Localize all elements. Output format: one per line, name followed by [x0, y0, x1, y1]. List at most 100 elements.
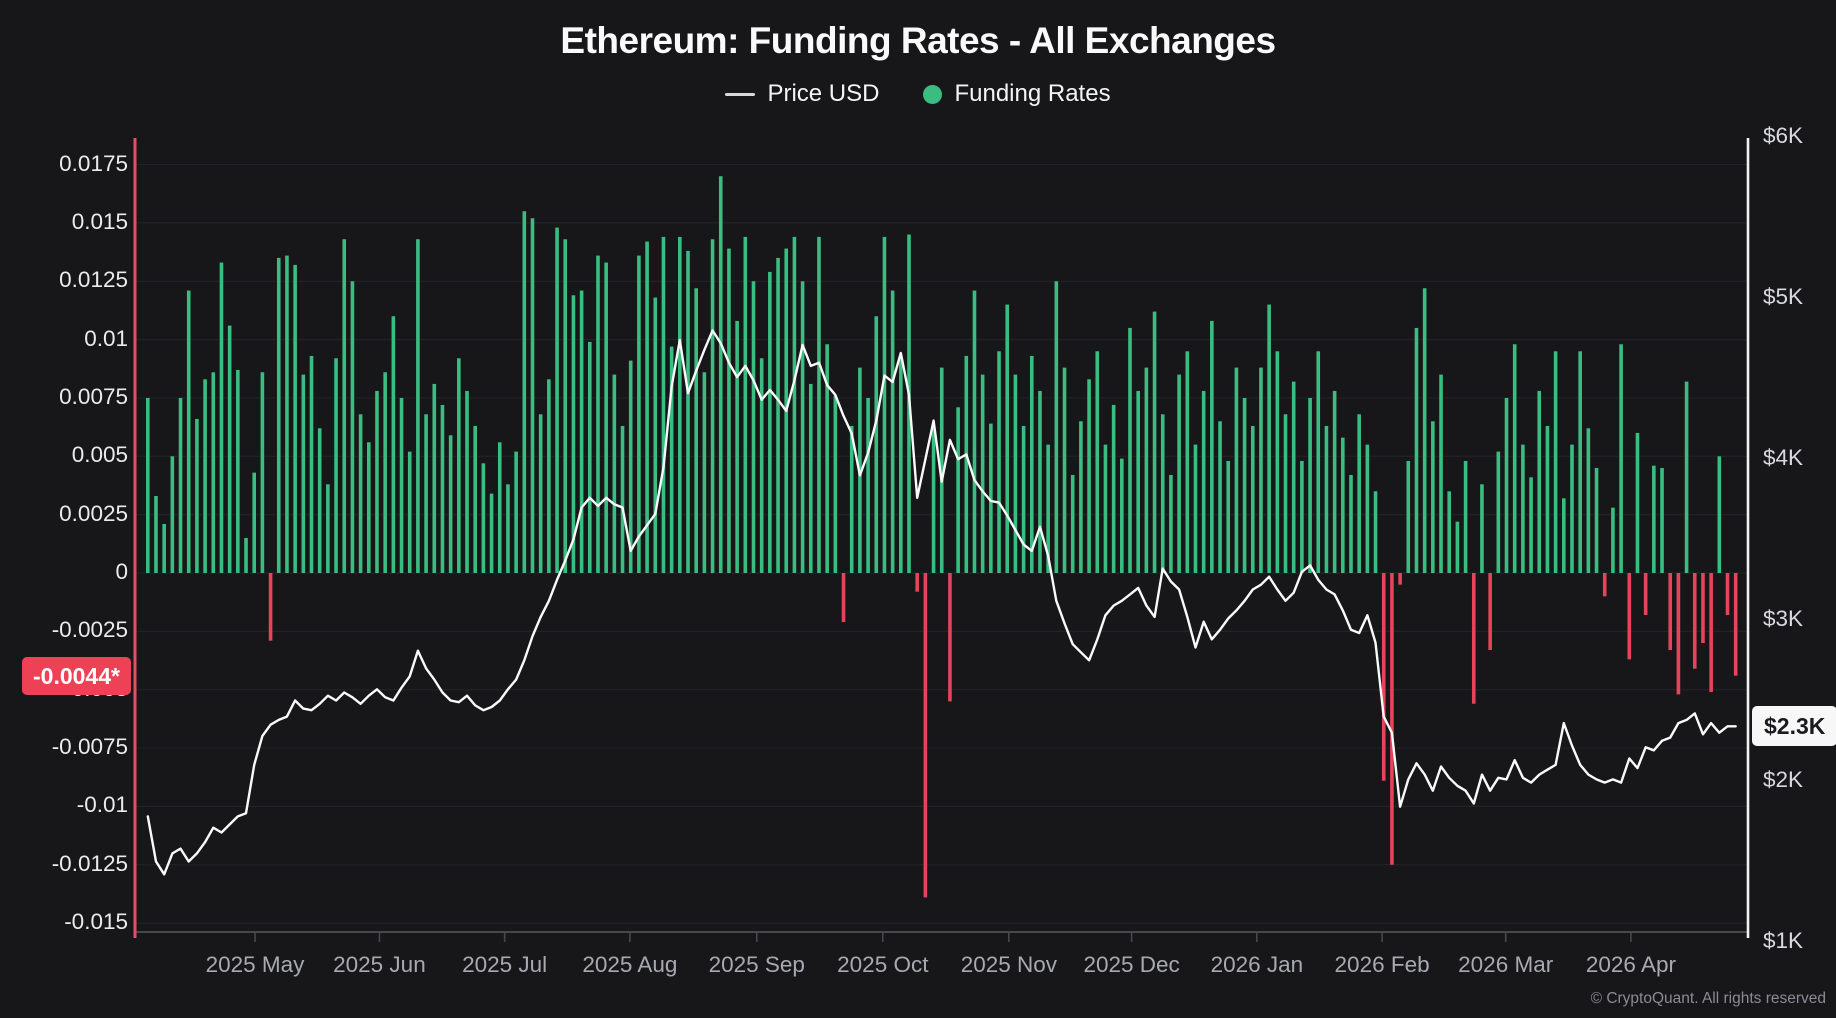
funding-bar-positive[interactable] — [1087, 379, 1091, 573]
funding-bar-positive[interactable] — [457, 358, 461, 573]
funding-bar-positive[interactable] — [1463, 460, 1468, 573]
funding-bar-positive[interactable] — [227, 325, 232, 573]
funding-bar-positive[interactable] — [1160, 414, 1165, 573]
funding-bar-positive[interactable] — [1128, 327, 1132, 573]
funding-bar-positive[interactable] — [1611, 507, 1615, 573]
funding-bar-negative[interactable] — [1488, 573, 1492, 651]
funding-bar-positive[interactable] — [1234, 367, 1239, 573]
funding-bar-positive[interactable] — [1300, 460, 1304, 573]
funding-bar-positive[interactable] — [399, 397, 404, 573]
funding-bar-positive[interactable] — [465, 390, 469, 573]
funding-bar-positive[interactable] — [497, 442, 502, 573]
funding-bar-positive[interactable] — [162, 523, 166, 573]
funding-bar-positive[interactable] — [1226, 460, 1231, 573]
funding-bar-positive[interactable] — [1201, 390, 1206, 573]
funding-bar-positive[interactable] — [1373, 491, 1378, 573]
funding-bar-positive[interactable] — [1259, 367, 1263, 573]
funding-bar-positive[interactable] — [800, 281, 805, 573]
funding-bar-positive[interactable] — [1562, 498, 1566, 573]
funding-bar-positive[interactable] — [424, 414, 428, 573]
funding-bar-positive[interactable] — [1652, 465, 1656, 573]
funding-bar-positive[interactable] — [727, 248, 731, 573]
funding-bar-positive[interactable] — [1218, 421, 1222, 573]
funding-bar-negative[interactable] — [1627, 573, 1632, 660]
funding-bar-positive[interactable] — [678, 236, 682, 574]
funding-bar-positive[interactable] — [1619, 344, 1623, 573]
funding-bar-positive[interactable] — [980, 374, 985, 573]
funding-bar-positive[interactable] — [1250, 425, 1255, 573]
funding-bar-positive[interactable] — [342, 239, 347, 573]
funding-bar-negative[interactable] — [1471, 573, 1476, 704]
funding-bar-negative[interactable] — [841, 573, 846, 623]
funding-bar-positive[interactable] — [989, 423, 993, 573]
funding-bar-positive[interactable] — [1070, 474, 1075, 573]
funding-bar-positive[interactable] — [309, 355, 314, 573]
funding-bar-positive[interactable] — [956, 407, 960, 573]
funding-bar-positive[interactable] — [579, 290, 584, 573]
funding-bar-positive[interactable] — [743, 236, 748, 574]
funding-bar-negative[interactable] — [1701, 573, 1705, 644]
funding-bar-positive[interactable] — [1095, 351, 1100, 573]
funding-bar-positive[interactable] — [825, 344, 829, 573]
funding-bar-positive[interactable] — [432, 383, 437, 573]
funding-bar-positive[interactable] — [1545, 425, 1550, 573]
funding-bar-positive[interactable] — [587, 341, 592, 573]
funding-bar-positive[interactable] — [407, 451, 412, 573]
funding-bar-negative[interactable] — [923, 573, 928, 898]
funding-bar-positive[interactable] — [661, 236, 666, 574]
funding-bar-positive[interactable] — [792, 236, 797, 574]
funding-bar-positive[interactable] — [358, 414, 363, 573]
funding-bar-positive[interactable] — [1521, 444, 1525, 573]
funding-bar-positive[interactable] — [489, 493, 494, 573]
funding-bar-positive[interactable] — [416, 239, 420, 573]
funding-bar-positive[interactable] — [236, 369, 240, 573]
funding-bar-positive[interactable] — [530, 218, 535, 573]
funding-bar-positive[interactable] — [1365, 444, 1370, 573]
funding-bar-positive[interactable] — [874, 316, 879, 573]
funding-bar-negative[interactable] — [1725, 573, 1730, 616]
funding-bar-negative[interactable] — [915, 573, 919, 592]
funding-bar-positive[interactable] — [718, 176, 723, 573]
funding-bar-positive[interactable] — [440, 404, 445, 573]
funding-bar-positive[interactable] — [571, 295, 576, 573]
funding-bar-positive[interactable] — [195, 418, 199, 573]
funding-bar-negative[interactable] — [1602, 573, 1607, 597]
funding-bar-positive[interactable] — [178, 397, 183, 573]
funding-bar-positive[interactable] — [1357, 414, 1361, 573]
funding-bar-positive[interactable] — [686, 250, 690, 573]
funding-bar-positive[interactable] — [972, 290, 977, 573]
funding-bar-positive[interactable] — [1193, 444, 1198, 573]
funding-bar-positive[interactable] — [276, 257, 281, 573]
funding-bar-positive[interactable] — [849, 425, 854, 573]
funding-bar-positive[interactable] — [383, 372, 387, 573]
funding-bar-positive[interactable] — [203, 379, 207, 573]
funding-bar-positive[interactable] — [997, 351, 1001, 573]
funding-bar-positive[interactable] — [1684, 381, 1689, 573]
funding-bar-negative[interactable] — [1398, 573, 1402, 585]
funding-bar-positive[interactable] — [219, 262, 224, 573]
funding-bar-positive[interactable] — [1210, 320, 1214, 573]
funding-bar-positive[interactable] — [628, 360, 633, 573]
funding-bar-positive[interactable] — [1062, 367, 1067, 573]
funding-bar-positive[interactable] — [334, 358, 338, 573]
funding-bar-positive[interactable] — [620, 425, 625, 573]
funding-bar-positive[interactable] — [751, 281, 756, 573]
funding-bar-positive[interactable] — [1185, 351, 1190, 573]
funding-bar-positive[interactable] — [473, 425, 477, 573]
funding-bar-positive[interactable] — [1406, 460, 1411, 573]
funding-bar-positive[interactable] — [694, 288, 698, 573]
funding-bar-positive[interactable] — [817, 236, 821, 574]
funding-bar-negative[interactable] — [1676, 573, 1681, 695]
funding-bar-positive[interactable] — [833, 395, 838, 573]
funding-bar-positive[interactable] — [146, 397, 150, 573]
funding-bar-positive[interactable] — [448, 435, 453, 573]
funding-bar-positive[interactable] — [768, 271, 772, 573]
funding-bar-positive[interactable] — [1570, 444, 1574, 573]
funding-bar-positive[interactable] — [612, 374, 617, 573]
funding-bar-positive[interactable] — [899, 355, 903, 573]
funding-bar-positive[interactable] — [170, 456, 175, 573]
funding-bar-negative[interactable] — [1381, 573, 1386, 781]
funding-bar-positive[interactable] — [1660, 467, 1664, 573]
funding-bar-positive[interactable] — [1578, 351, 1582, 573]
